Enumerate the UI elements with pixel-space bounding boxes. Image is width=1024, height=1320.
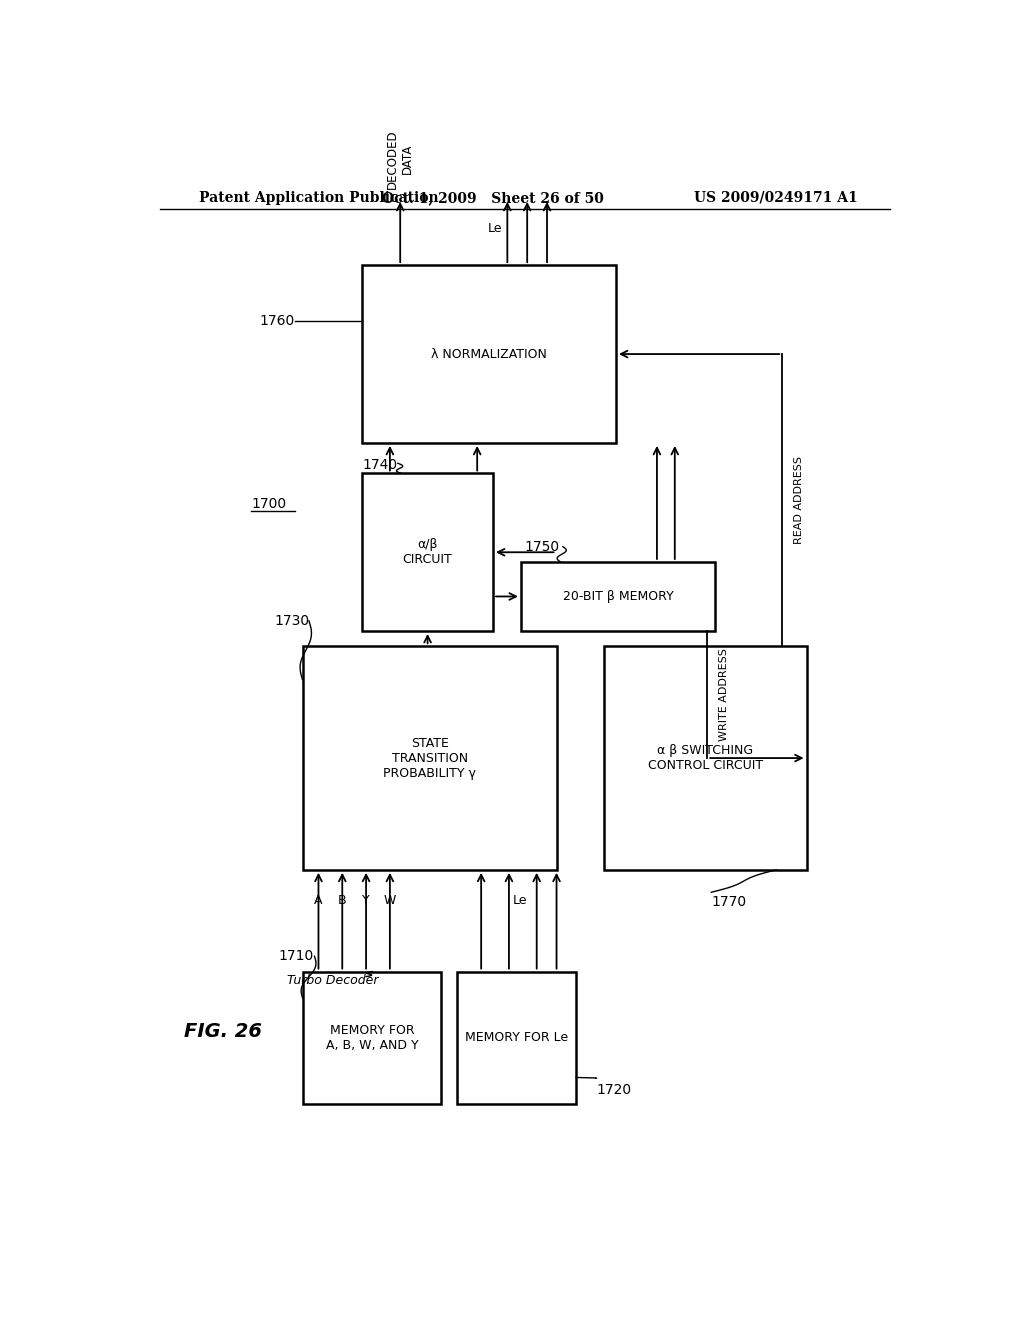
Text: MEMORY FOR Le: MEMORY FOR Le [465,1031,568,1044]
Text: DECODED
DATA: DECODED DATA [386,129,414,189]
Text: Y: Y [362,894,370,907]
Text: Le: Le [513,894,527,907]
FancyBboxPatch shape [521,562,715,631]
Text: 1730: 1730 [274,614,310,628]
Text: WRITE ADDRESS: WRITE ADDRESS [719,648,729,741]
Text: α β SWITCHING
CONTROL CIRCUIT: α β SWITCHING CONTROL CIRCUIT [648,744,763,772]
FancyBboxPatch shape [362,474,494,631]
Text: 1740: 1740 [362,458,397,473]
Text: FIG. 26: FIG. 26 [183,1022,261,1041]
Text: 1700: 1700 [251,496,286,511]
FancyBboxPatch shape [362,265,616,444]
FancyBboxPatch shape [604,647,807,870]
Text: A: A [314,894,323,907]
Text: Patent Application Publication: Patent Application Publication [200,191,439,205]
Text: 20-BIT β MEMORY: 20-BIT β MEMORY [562,590,674,603]
FancyBboxPatch shape [303,972,441,1104]
Text: 1750: 1750 [524,540,560,553]
Text: 1770: 1770 [712,895,746,909]
Text: λ NORMALIZATION: λ NORMALIZATION [431,347,547,360]
Text: READ ADDRESS: READ ADDRESS [795,457,804,544]
Text: Turbo Decoder: Turbo Decoder [287,974,378,986]
Text: Oct. 1, 2009   Sheet 26 of 50: Oct. 1, 2009 Sheet 26 of 50 [382,191,604,205]
Text: α/β
CIRCUIT: α/β CIRCUIT [402,539,453,566]
Text: W: W [384,894,396,907]
FancyBboxPatch shape [458,972,577,1104]
Text: 1760: 1760 [259,314,294,329]
Text: MEMORY FOR
A, B, W, AND Y: MEMORY FOR A, B, W, AND Y [326,1023,419,1052]
FancyBboxPatch shape [303,647,557,870]
Text: STATE
TRANSITION
PROBABILITY γ: STATE TRANSITION PROBABILITY γ [383,737,476,780]
Text: Le: Le [487,222,502,235]
Text: 1710: 1710 [279,949,314,964]
Text: US 2009/0249171 A1: US 2009/0249171 A1 [694,191,858,205]
Text: B: B [338,894,346,907]
Text: 1720: 1720 [596,1084,632,1097]
